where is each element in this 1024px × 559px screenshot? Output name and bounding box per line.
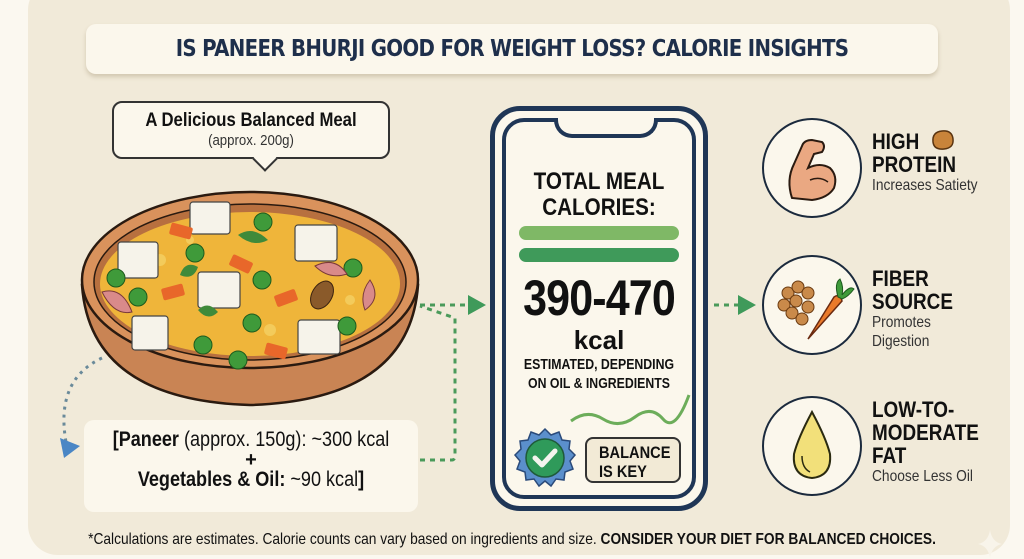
calorie-unit: kcal	[573, 325, 625, 355]
oil-drop-icon	[792, 409, 832, 480]
carrot-lentils-icon	[777, 278, 855, 340]
arrow-head-green-icon	[738, 295, 756, 315]
calorie-breakdown: [Paneer (approx. 150g): ~300 kcal + Vege…	[84, 420, 418, 512]
footer-disclaimer: *Calculations are estimates. Calorie cou…	[72, 531, 953, 549]
page-title: IS PANEER BHURJI GOOD FOR WEIGHT LOSS? C…	[175, 36, 849, 62]
bean-icon	[932, 130, 954, 150]
feature-subtitle: Digestion	[872, 333, 930, 350]
paneer-detail: (approx. 150g): ~300 kcal	[178, 428, 390, 451]
feature-subtitle: Choose Less Oil	[872, 468, 973, 485]
total-calories-label-line1: TOTAL MEAL	[533, 168, 665, 195]
feature-title: HIGH	[872, 129, 920, 154]
feature-low-fat: LOW-TO- MODERATE FAT Choose Less Oil	[762, 396, 1012, 506]
flexed-arm-icon	[788, 138, 837, 202]
meal-callout-subtitle: (approx. 200g)	[208, 132, 294, 149]
feature-icon-circle	[762, 255, 862, 355]
feature-subtitle: Increases Satiety	[872, 177, 978, 194]
vegetables-row: Vegetables & Oil: ~90 kcal]	[107, 468, 394, 492]
feature-title: SOURCE	[872, 289, 953, 314]
progress-bar-light	[519, 226, 679, 240]
vegetables-label: Vegetables & Oil:	[137, 468, 286, 491]
footer-emphasis: CONSIDER YOUR DIET FOR BALANCED CHOICES.	[600, 531, 936, 548]
footer-text: *Calculations are estimates. Calorie cou…	[88, 531, 601, 548]
balance-badge: BALANCE IS KEY	[585, 437, 681, 483]
arrow-head-green-icon	[468, 295, 486, 315]
paneer-row: [Paneer (approx. 150g): ~300 kcal	[107, 428, 394, 452]
meal-callout: A Delicious Balanced Meal (approx. 200g)	[112, 101, 390, 159]
calorie-value: 390-470	[523, 270, 676, 326]
feature-title: MODERATE	[872, 420, 979, 445]
sparkle-icon	[978, 530, 1002, 558]
arrow-head-blue-icon	[60, 438, 80, 458]
estimate-note-line1: ESTIMATED, DEPENDING	[523, 356, 675, 373]
feature-title: LOW-TO-	[872, 397, 955, 422]
plus-sign: +	[245, 449, 257, 471]
checkmark-seal-icon	[513, 427, 577, 488]
vegetables-detail: ~90 kcal	[285, 468, 359, 491]
total-calories-label-line2: CALORIES:	[542, 194, 656, 221]
balance-badge-line1: BALANCE	[599, 443, 671, 462]
phone-notch	[554, 118, 658, 138]
feature-title: FIBER	[872, 266, 929, 291]
feature-title: PROTEIN	[872, 152, 957, 177]
feature-subtitle: Promotes	[872, 314, 931, 331]
paneer-bhurji-bowl-icon	[80, 190, 420, 407]
feature-fiber-source: FIBER SOURCE Promotes Digestion	[762, 255, 1012, 365]
bracket-open: [	[112, 428, 119, 451]
wave-line-icon	[570, 394, 691, 425]
paneer-label: Paneer	[118, 428, 179, 451]
title-banner: IS PANEER BHURJI GOOD FOR WEIGHT LOSS? C…	[86, 24, 938, 74]
dotted-arrow-green-left	[419, 304, 457, 462]
balance-badge-line2: IS KEY	[599, 462, 647, 481]
progress-bar-dark	[519, 248, 679, 262]
estimate-note: ESTIMATED, DEPENDING ON OIL & INGREDIENT…	[514, 355, 685, 393]
feature-icon-circle	[762, 118, 862, 218]
estimate-note-line2: ON OIL & INGREDIENTS	[528, 375, 670, 392]
total-calories-label: TOTAL MEAL CALORIES:	[510, 169, 689, 221]
phone-calorie-card: TOTAL MEAL CALORIES: 390-470 kcal ESTIMA…	[490, 106, 708, 511]
feature-high-protein: HIGH PROTEIN Increases Satiety	[762, 118, 1012, 228]
feature-icon-circle	[762, 396, 862, 496]
dotted-arrow-blue	[62, 356, 103, 443]
bracket-close: ]	[358, 468, 365, 491]
phone-screen	[502, 118, 696, 499]
feature-title: FAT	[872, 443, 907, 468]
meal-callout-title: A Delicious Balanced Meal	[145, 110, 357, 131]
